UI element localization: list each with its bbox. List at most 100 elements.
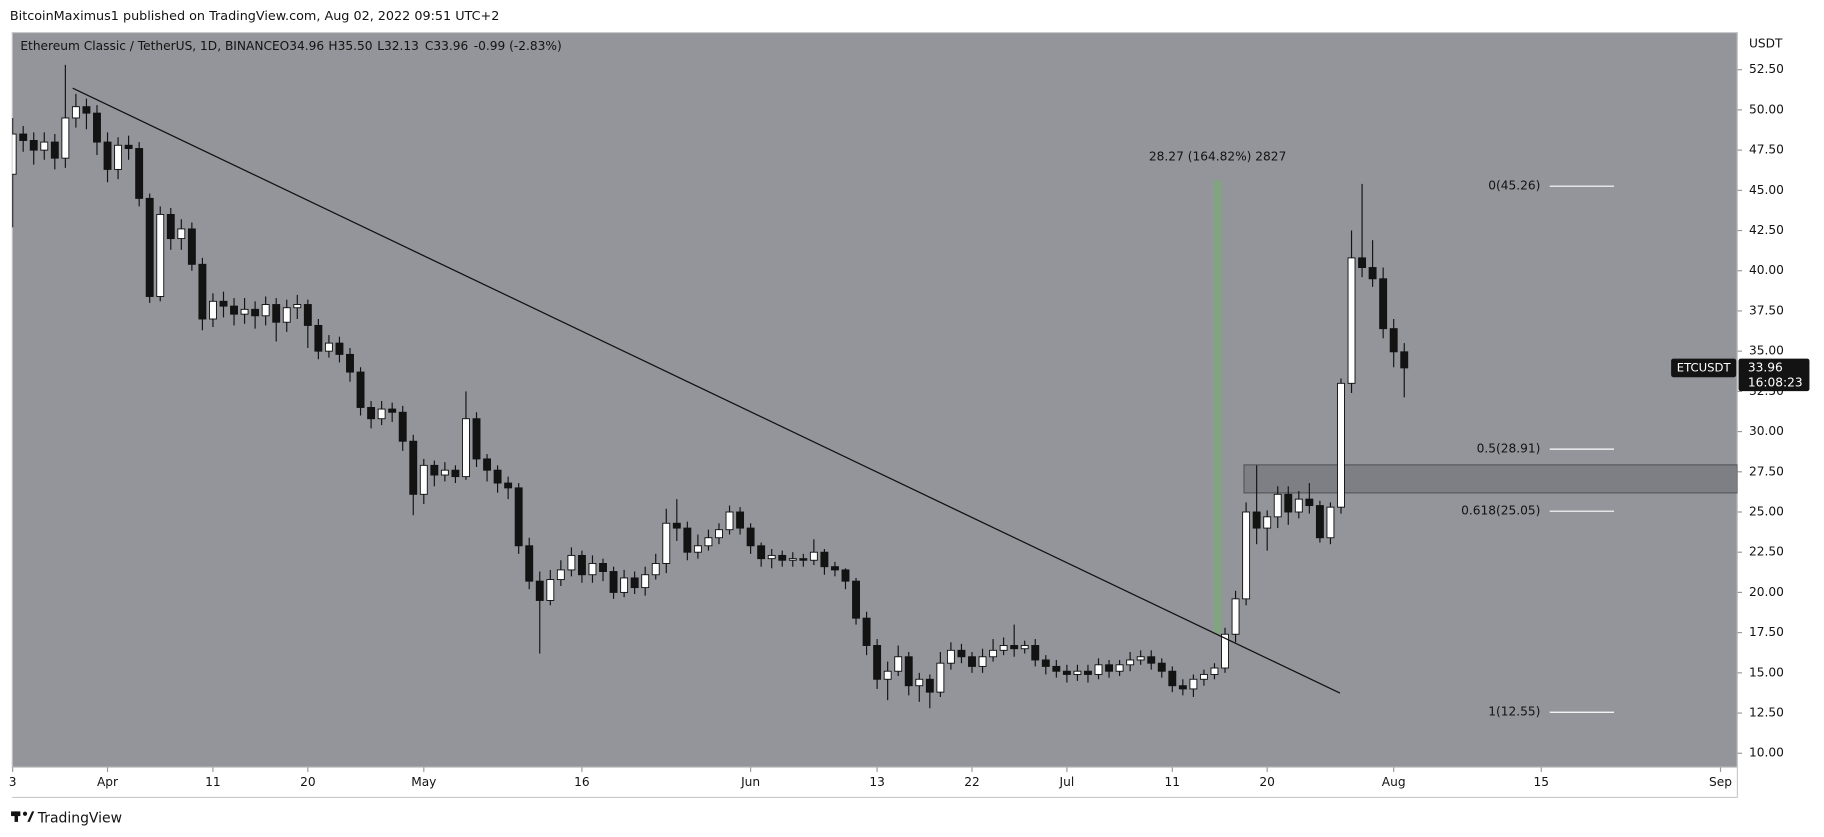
fib-label: 0.618(25.05): [1461, 504, 1540, 518]
x-tick-label: Aug: [1382, 775, 1406, 789]
candle-body: [599, 563, 607, 572]
x-tick-label: 16: [574, 775, 590, 789]
candle-body: [1389, 328, 1398, 353]
candle-body: [1337, 382, 1345, 508]
legend-close: C33.96: [425, 39, 468, 53]
candle-body: [1210, 667, 1219, 675]
candle-body: [1252, 511, 1261, 529]
price-tag-value: 33.96: [1748, 360, 1783, 374]
y-tick-label: 30.00: [1749, 424, 1784, 438]
candle-body: [577, 554, 586, 576]
candle-body: [1305, 498, 1314, 507]
x-tick-label: May: [411, 775, 436, 789]
legend-change: -0.99 (-2.83%): [474, 39, 562, 53]
candle-body: [198, 263, 207, 320]
candle-body: [71, 106, 80, 119]
y-tick-label: 12.50: [1749, 706, 1784, 720]
y-tick-label: 50.00: [1749, 102, 1784, 116]
candle-body: [925, 678, 934, 693]
candle-body: [1400, 351, 1409, 369]
candle-body: [989, 649, 998, 658]
candle-body: [788, 558, 797, 561]
candle-body: [1031, 645, 1040, 661]
y-tick-label: 15.00: [1749, 665, 1784, 679]
candle-body: [303, 304, 312, 326]
plot-area: [11, 31, 1738, 768]
y-tick-label: 47.50: [1749, 143, 1784, 157]
y-tick-label: 10.00: [1749, 746, 1784, 760]
fib-label: 1(12.55): [1488, 705, 1540, 719]
logo-stem: [14, 811, 19, 822]
candle-body: [82, 106, 91, 114]
candle-body: [693, 545, 702, 553]
candle-body: [999, 645, 1008, 651]
candle-body: [757, 545, 766, 560]
candle-body: [1094, 664, 1103, 675]
y-tick-label: 45.00: [1749, 183, 1784, 197]
candle-body: [377, 408, 386, 420]
candle-body: [177, 228, 186, 240]
candle-body: [314, 324, 323, 352]
candle-body: [12, 133, 17, 175]
candle-body: [830, 566, 839, 571]
candle-body: [894, 656, 903, 672]
candle-body: [546, 579, 555, 601]
y-tick-label: 22.50: [1749, 545, 1784, 559]
candle-body: [40, 141, 49, 151]
measure-label: 28.27 (164.82%) 2827: [1149, 149, 1286, 163]
candle-body: [1126, 659, 1135, 666]
candle-body: [767, 554, 776, 560]
candle-body: [230, 305, 238, 315]
trendline: [72, 87, 1341, 694]
candle-body: [873, 645, 882, 680]
candle-body: [1062, 670, 1071, 675]
candle-body: [135, 148, 144, 199]
candle-body: [1041, 659, 1050, 667]
candle-body: [419, 464, 428, 495]
candle-body: [282, 307, 291, 323]
candle-body: [588, 563, 597, 576]
candle-body: [841, 569, 850, 582]
candle-body: [820, 551, 829, 568]
fib-label: 0(45.26): [1488, 179, 1540, 193]
y-tick-label: 20.00: [1749, 585, 1784, 599]
candle-body: [1178, 685, 1187, 690]
x-tick-label: 22: [964, 775, 980, 789]
candle-body: [1136, 656, 1145, 661]
legend-symbol: Ethereum Classic / TetherUS, 1D, BINANCE: [20, 39, 279, 53]
candle-body: [61, 117, 70, 159]
candle-body: [862, 617, 871, 646]
y-tick-label: 35.00: [1749, 344, 1784, 358]
price-tag-bg: [1738, 358, 1810, 392]
x-tick-label: 11: [205, 775, 221, 789]
x-tick-label: 13: [869, 775, 885, 789]
candle-body: [1263, 516, 1272, 529]
legend-open: O34.96: [280, 39, 324, 53]
candle-body: [1315, 505, 1324, 539]
candle-body: [904, 656, 913, 687]
fib-label: 0.5(28.91): [1477, 442, 1541, 456]
candle-body: [145, 197, 154, 297]
candle-body: [251, 308, 260, 317]
candle-body: [1168, 670, 1177, 687]
candle-body: [462, 418, 470, 478]
logo-slash: [27, 811, 35, 822]
candle-body: [630, 577, 639, 589]
candle-body: [1199, 673, 1208, 680]
candle-body: [567, 554, 576, 571]
y-tick-label: 37.50: [1749, 303, 1784, 317]
candle-body: [472, 418, 481, 460]
candle-body: [746, 527, 755, 547]
candle-body: [166, 213, 175, 240]
candle-body: [272, 304, 281, 323]
candle-body: [388, 408, 397, 413]
candle-body: [968, 656, 976, 667]
candle-body: [1368, 267, 1377, 280]
candle-body: [1242, 511, 1251, 600]
price-tag-symbol-bg: [1671, 358, 1737, 378]
x-tick-label: Jun: [740, 775, 760, 789]
candle-body: [124, 144, 133, 149]
y-tick-label: 52.50: [1749, 62, 1784, 76]
x-tick-label: 3: [9, 775, 17, 789]
